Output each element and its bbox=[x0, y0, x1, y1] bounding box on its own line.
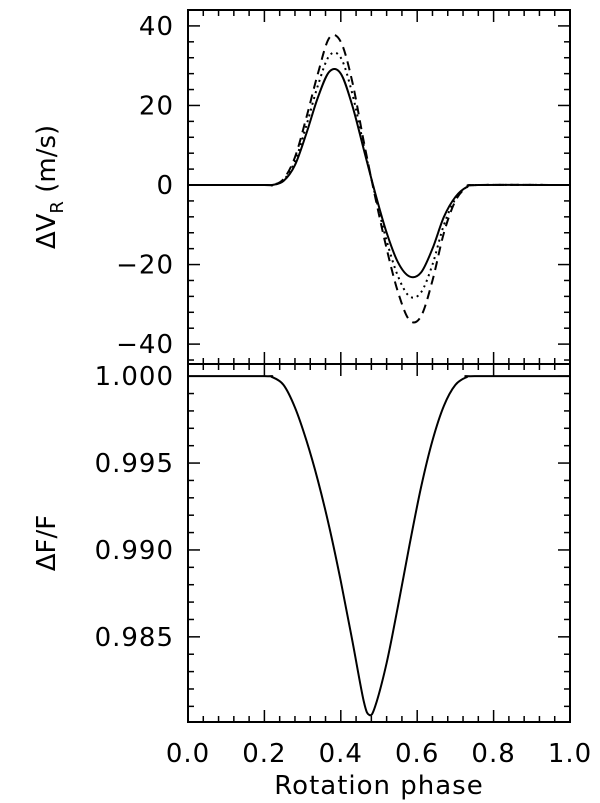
flux-y-tick-label: 1.000 bbox=[95, 362, 174, 392]
radial-velocity-series-dotted-line bbox=[188, 51, 571, 299]
x-tick-label: 0.6 bbox=[395, 739, 439, 769]
flux-y-tick-label: 0.995 bbox=[95, 449, 174, 479]
radial-velocity-y-tick-label: 0 bbox=[156, 171, 174, 201]
flux-y-tick-label: 0.985 bbox=[95, 623, 174, 653]
x-axis-title: Rotation phase bbox=[274, 771, 483, 801]
y-axis-symbol: ΔV bbox=[32, 213, 62, 249]
flux-y-axis-title: ΔF/F bbox=[32, 515, 62, 571]
radial-velocity-ticks bbox=[187, 9, 571, 364]
radial-velocity-y-tick-label: −20 bbox=[116, 251, 174, 281]
radial-velocity-y-tick-label: −40 bbox=[116, 330, 174, 360]
flux-curves bbox=[187, 375, 571, 717]
x-tick-label: 1.0 bbox=[548, 739, 592, 769]
radial-velocity-panel: −40 −20 0 20 40 ΔVR (m/s) bbox=[32, 9, 571, 365]
radial-velocity-curves bbox=[188, 33, 571, 324]
x-tick-labels: 0.0 0.2 0.4 0.6 0.8 1.0 bbox=[166, 739, 592, 769]
radial-velocity-y-tick-labels: −40 −20 0 20 40 bbox=[116, 12, 174, 360]
radial-velocity-y-tick-label: 40 bbox=[139, 12, 174, 42]
flux-series-solid-line bbox=[187, 375, 571, 717]
x-tick-label: 0.2 bbox=[242, 739, 286, 769]
flux-y-tick-labels: 0.985 0.990 0.995 1.000 bbox=[95, 362, 174, 653]
y-axis-units: (m/s) bbox=[32, 125, 62, 201]
flux-y-tick-label: 0.990 bbox=[95, 536, 174, 566]
radial-velocity-series-solid-line bbox=[188, 68, 571, 279]
x-tick-label: 0.8 bbox=[471, 739, 515, 769]
radial-velocity-y-axis-title: ΔVR (m/s) bbox=[32, 125, 68, 249]
flux-frame bbox=[187, 363, 571, 723]
y-axis-subscript: R bbox=[47, 201, 68, 214]
flux-ticks bbox=[187, 364, 571, 722]
x-tick-label: 0.4 bbox=[319, 739, 363, 769]
radial-velocity-frame bbox=[187, 9, 571, 365]
radial-velocity-y-tick-label: 20 bbox=[139, 91, 174, 121]
radial-velocity-series-dashed-line bbox=[188, 33, 571, 324]
x-tick-label: 0.0 bbox=[166, 739, 210, 769]
